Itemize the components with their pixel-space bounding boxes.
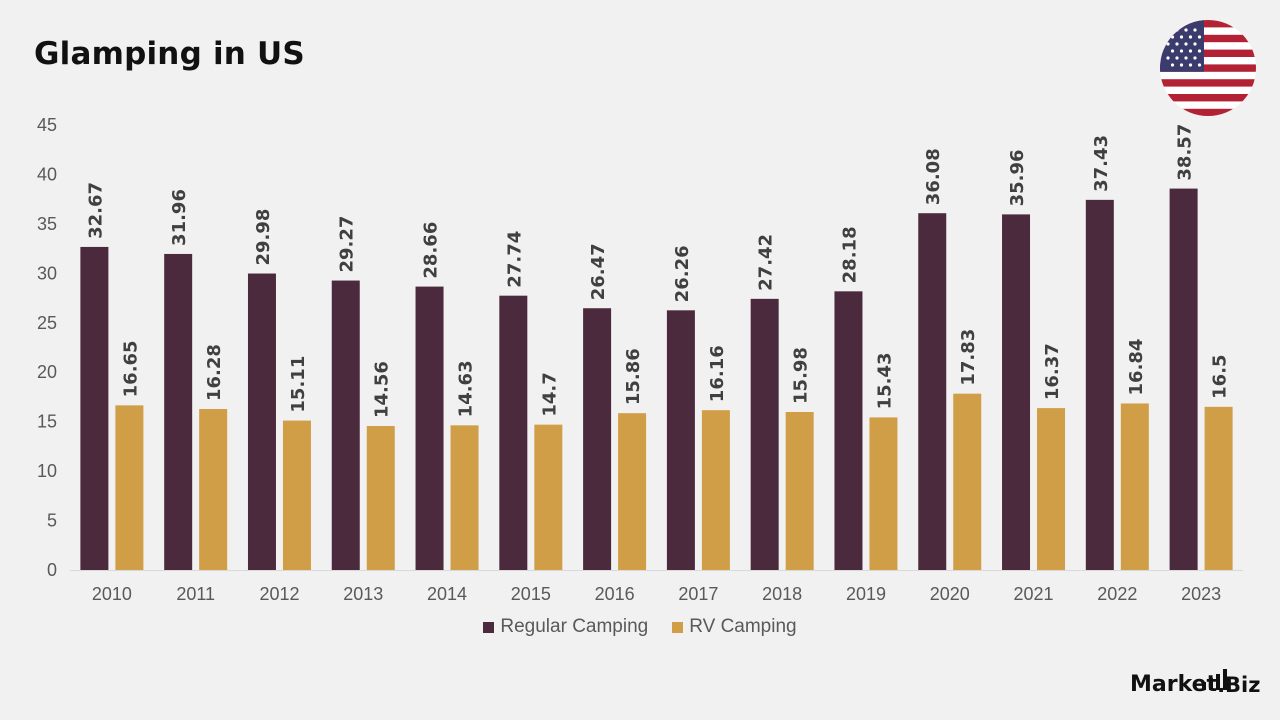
legend-swatch-regular-camping	[483, 621, 495, 633]
bar-regular-camping	[750, 298, 779, 570]
bar-rv-camping	[366, 426, 395, 570]
y-tick-label: 40	[37, 164, 57, 184]
legend-label-rv-camping: RV Camping	[689, 616, 797, 637]
x-tick-label: 2010	[92, 584, 132, 604]
bar-rv-camping	[785, 411, 814, 570]
bar-rv-camping	[450, 425, 479, 570]
x-tick-label: 2022	[1097, 584, 1137, 604]
chart-legend: Regular Camping RV Camping	[0, 616, 1280, 638]
bar-regular-camping	[80, 246, 109, 570]
bar-rv-camping	[534, 424, 563, 570]
data-label-regular-camping: 28.66	[421, 222, 442, 279]
bar-regular-camping	[918, 213, 947, 570]
x-tick-label: 2017	[678, 584, 718, 604]
y-tick-label: 20	[37, 362, 57, 382]
x-tick-label: 2018	[762, 584, 802, 604]
us-flag-icon	[1160, 20, 1256, 116]
y-tick-label: 5	[47, 511, 57, 531]
bar-regular-camping	[834, 291, 863, 570]
y-tick-label: 30	[37, 263, 57, 283]
data-label-regular-camping: 37.43	[1091, 135, 1112, 192]
data-label-rv-camping: 16.5	[1210, 354, 1231, 398]
legend-label-regular-camping: Regular Camping	[500, 616, 649, 637]
y-tick-label: 35	[37, 214, 57, 234]
data-label-regular-camping: 26.47	[588, 243, 609, 300]
x-tick-label: 2021	[1014, 584, 1054, 604]
bar-regular-camping	[583, 308, 612, 570]
data-label-rv-camping: 14.63	[456, 360, 477, 417]
bar-regular-camping	[164, 253, 193, 570]
legend-item-regular-camping: Regular Camping	[483, 616, 648, 638]
y-tick-label: 0	[47, 560, 57, 580]
data-label-regular-camping: 35.96	[1007, 149, 1028, 206]
x-tick-label: 2016	[595, 584, 635, 604]
data-label-rv-camping: 15.86	[623, 348, 644, 405]
data-label-rv-camping: 16.28	[204, 344, 225, 401]
bar-rv-camping	[115, 405, 144, 570]
data-label-rv-camping: 17.83	[958, 329, 979, 386]
data-label-regular-camping: 26.26	[672, 245, 693, 302]
data-label-regular-camping: 28.18	[839, 226, 860, 283]
bar-rv-camping	[1204, 406, 1233, 570]
data-label-regular-camping: 29.98	[253, 209, 274, 266]
data-label-regular-camping: 29.27	[337, 216, 358, 273]
x-tick-label: 2011	[176, 584, 215, 604]
x-tick-label: 2023	[1181, 584, 1221, 604]
y-tick-label: 10	[37, 461, 57, 481]
bar-regular-camping	[1085, 199, 1114, 570]
data-label-regular-camping: 31.96	[169, 189, 190, 246]
bar-regular-camping	[666, 310, 695, 570]
bar-regular-camping	[499, 295, 528, 570]
bar-chart: 0 5 10 15 20 25 30 35 40 45 32.67 16.65 2010 31.96 16.…	[37, 115, 1243, 604]
bar-regular-camping	[415, 286, 444, 570]
signal-bars-icon	[1202, 669, 1227, 690]
y-tick-label: 25	[37, 313, 57, 333]
data-label-rv-camping: 15.98	[791, 347, 812, 404]
bar-rv-camping	[282, 420, 311, 570]
x-tick-label: 2013	[343, 584, 383, 604]
bar-rv-camping	[1037, 408, 1066, 570]
data-label-rv-camping: 16.37	[1042, 343, 1063, 400]
data-label-rv-camping: 16.65	[120, 340, 141, 397]
x-tick-label: 2014	[427, 584, 467, 604]
bar-rv-camping	[701, 410, 730, 570]
data-label-regular-camping: 32.67	[85, 182, 106, 239]
bar-regular-camping	[1169, 188, 1198, 570]
data-label-regular-camping: 27.42	[756, 234, 777, 291]
data-label-rv-camping: 14.56	[372, 361, 393, 418]
data-label-rv-camping: 16.84	[1126, 339, 1147, 396]
x-tick-label: 2019	[846, 584, 886, 604]
bar-rv-camping	[618, 413, 647, 570]
bar-rv-camping	[199, 409, 228, 570]
bar-regular-camping	[1002, 214, 1031, 570]
bar-regular-camping	[331, 280, 360, 570]
brand-logo: Market .Biz	[1130, 669, 1260, 697]
data-label-regular-camping: 27.74	[504, 231, 525, 288]
data-label-regular-camping: 36.08	[923, 148, 944, 205]
bar-rv-camping	[953, 393, 982, 570]
bar-rv-camping	[1120, 403, 1149, 570]
x-tick-label: 2012	[259, 584, 299, 604]
legend-swatch-rv-camping	[672, 621, 684, 633]
x-tick-label: 2015	[511, 584, 551, 604]
data-label-rv-camping: 15.11	[288, 356, 309, 413]
data-label-regular-camping: 38.57	[1175, 124, 1196, 181]
bar-rv-camping	[869, 417, 898, 570]
y-tick-label: 45	[37, 115, 57, 135]
bar-regular-camping	[247, 273, 276, 570]
y-tick-label: 15	[37, 412, 57, 432]
data-label-rv-camping: 15.43	[874, 352, 895, 409]
data-label-rv-camping: 14.7	[539, 372, 560, 416]
legend-item-rv-camping: RV Camping	[672, 616, 797, 638]
x-tick-label: 2020	[930, 584, 970, 604]
page-title: Glamping in US	[34, 36, 305, 72]
data-label-rv-camping: 16.16	[707, 345, 728, 402]
